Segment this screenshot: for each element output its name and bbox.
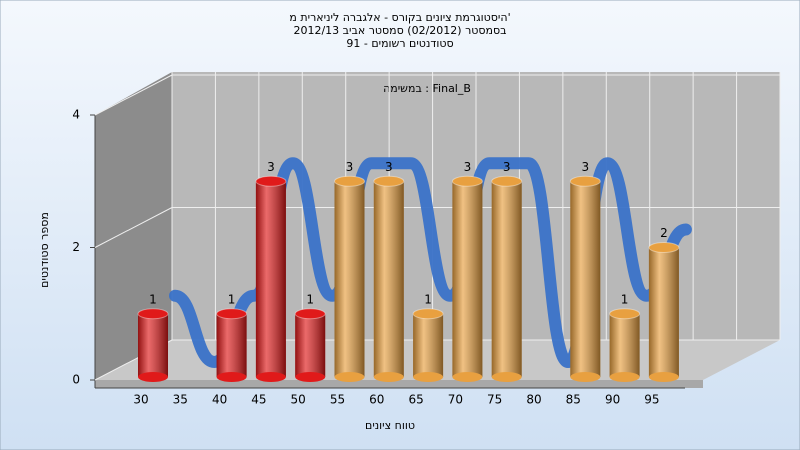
x-tick-label: 70 — [448, 393, 463, 407]
bar-top — [373, 175, 405, 187]
x-tick-label: 50 — [291, 393, 306, 407]
bar-shade — [373, 181, 404, 377]
chart-title: היסטוגרמת ציונים בקורס - אלגברה ליניארית… — [289, 11, 510, 24]
bar-top — [294, 308, 326, 320]
bar-top — [451, 175, 483, 187]
data-label: 1 — [228, 292, 236, 306]
bar-top — [334, 175, 365, 187]
bar-bottom — [452, 372, 483, 382]
bar-bottom — [648, 372, 679, 382]
x-tick-label: 95 — [644, 393, 659, 407]
grid-line — [94, 207, 173, 248]
chart-title: בסמסטר (02/2012) סמסטר אביב 2012/13 — [293, 24, 506, 37]
x-tick-label: 75 — [487, 393, 502, 407]
x-tick-label: 45 — [251, 393, 266, 407]
chart-title: סטודנטים רשומים - 91 — [346, 37, 453, 50]
x-axis-label: טווח ציונים — [365, 419, 415, 432]
bar-shade — [609, 313, 640, 377]
bar-shade — [570, 181, 601, 377]
x-tick-label: 65 — [408, 393, 423, 407]
x-tick-label: 40 — [212, 393, 227, 407]
data-label: 3 — [346, 160, 354, 174]
data-label: 1 — [621, 292, 629, 306]
y-axis-label: מספר סטודנטים — [38, 212, 51, 288]
bar-top — [255, 175, 287, 187]
x-tick-label: 90 — [605, 393, 620, 407]
data-label: 3 — [503, 160, 511, 174]
bar-shade — [452, 181, 483, 377]
bar-top — [648, 242, 680, 253]
grid-line — [94, 74, 173, 116]
bar-bottom — [255, 372, 286, 382]
bar-bottom — [373, 372, 404, 382]
bar-shade — [648, 247, 679, 377]
data-label: 3 — [267, 160, 275, 174]
bar-top — [569, 175, 601, 187]
bar-top — [216, 308, 248, 320]
bar-bottom — [295, 372, 326, 382]
y-tick-label: 2 — [72, 240, 80, 254]
bar-top — [137, 308, 169, 320]
bar-shade — [216, 313, 247, 377]
data-label: 1 — [149, 292, 157, 306]
bar-bottom — [334, 372, 365, 382]
x-tick-label: 80 — [526, 393, 541, 407]
bar-bottom — [413, 372, 444, 382]
bar-bottom — [138, 372, 168, 382]
y-tick-label: 0 — [72, 373, 80, 387]
floor-edge — [95, 380, 703, 388]
data-label: 3 — [385, 160, 393, 174]
side-wall — [95, 72, 172, 380]
bar-bottom — [609, 372, 640, 382]
data-label: 3 — [464, 160, 472, 174]
data-label: 2 — [660, 226, 668, 240]
data-label: 1 — [424, 292, 432, 306]
bar-top — [609, 308, 641, 320]
bar-shade — [491, 181, 522, 377]
bar-top — [412, 308, 444, 320]
data-label: 1 — [306, 292, 314, 306]
y-tick-label: 4 — [72, 108, 80, 122]
x-tick-label: 85 — [566, 393, 581, 407]
chart-subtitle: במשימה : Final_B — [383, 82, 471, 95]
data-label: 3 — [581, 160, 589, 174]
bar-bottom — [216, 372, 247, 382]
x-tick-label: 30 — [133, 393, 148, 407]
bar-shade — [255, 181, 286, 377]
bar-bottom — [491, 372, 522, 382]
bar-top — [491, 175, 523, 187]
x-tick-label: 55 — [330, 393, 345, 407]
bar-shade — [295, 313, 326, 377]
x-tick-label: 35 — [173, 393, 188, 407]
bar-shade — [334, 181, 365, 377]
x-tick-label: 60 — [369, 393, 384, 407]
bar-shade — [138, 313, 168, 377]
bar-shade — [413, 313, 444, 377]
bar-bottom — [570, 372, 601, 382]
